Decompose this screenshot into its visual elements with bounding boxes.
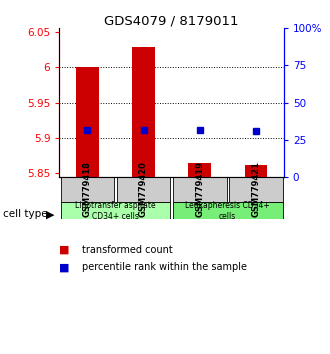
Bar [60,202,171,219]
Bar [188,163,211,177]
Title: GDS4079 / 8179011: GDS4079 / 8179011 [104,14,239,27]
Text: ▶: ▶ [46,209,55,219]
Text: transformed count: transformed count [82,245,173,255]
Text: Lipotransfer aspirate
CD34+ cells: Lipotransfer aspirate CD34+ cells [75,201,156,221]
Bar [132,47,155,177]
Bar [229,177,283,202]
Text: GSM779421: GSM779421 [251,161,260,217]
Bar [116,177,171,202]
Text: percentile rank within the sample: percentile rank within the sample [82,262,248,272]
Text: ■: ■ [59,245,70,255]
Text: ■: ■ [59,262,70,272]
Bar [60,177,115,202]
Text: GSM779418: GSM779418 [83,161,92,217]
Text: Leukapheresis CD34+
cells: Leukapheresis CD34+ cells [185,201,270,221]
Bar [173,202,283,219]
Text: cell type: cell type [3,209,48,219]
Bar [245,165,267,177]
Text: GSM779420: GSM779420 [139,161,148,217]
Text: GSM779419: GSM779419 [195,161,204,217]
Bar [173,177,227,202]
Bar [76,67,99,177]
